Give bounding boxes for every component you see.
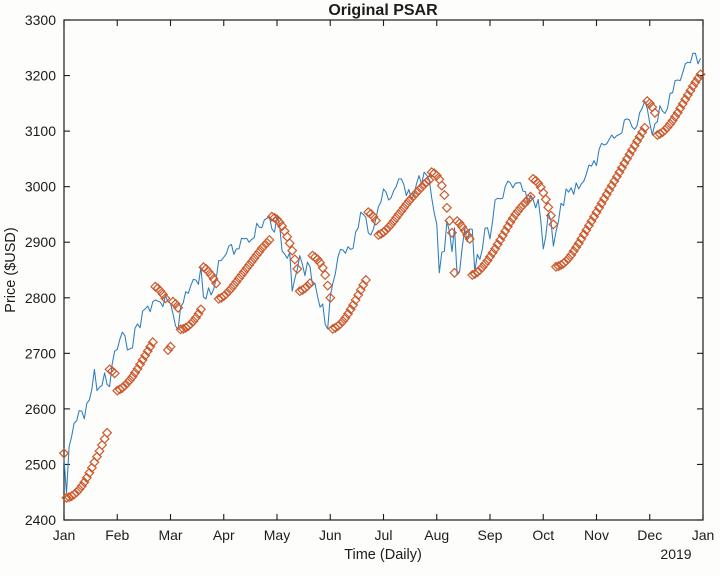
series-layer [58, 52, 706, 503]
axes-layer: Jan Feb Mar Apr May Jun Jul Aug Sep Oct Nov Dec Jan2… [25, 12, 714, 543]
y-tick-label: 2700 [25, 345, 56, 361]
x-tick-label: Jul [375, 527, 393, 543]
chart-title: Original PSAR [328, 2, 438, 19]
y-tick-label: 2500 [25, 456, 56, 472]
y-tick-label: 2600 [25, 401, 56, 417]
x-tick-label: Jun [319, 527, 342, 543]
y-axis-label: Price ($USD) [3, 227, 19, 312]
y-tick-label: 3100 [25, 123, 56, 139]
price-line [63, 52, 701, 494]
x-tick-label: Jan [53, 527, 76, 543]
x-tick-label: Nov [584, 527, 609, 543]
y-tick-label: 2900 [25, 234, 56, 250]
y-tick-label: 3300 [25, 12, 56, 28]
x-tick-label: Mar [158, 527, 182, 543]
psar-markers [58, 69, 706, 503]
x-tick-label: Aug [424, 527, 449, 543]
y-tick-label: 2400 [25, 512, 56, 528]
y-tick-label: 3000 [25, 179, 56, 195]
x-tick-label: Jan [692, 527, 715, 543]
x-tick-label: Apr [213, 527, 235, 543]
x-tick-label: Dec [637, 527, 662, 543]
x-axis-year-label: 2019 [660, 546, 691, 562]
x-tick-label: Feb [105, 527, 129, 543]
x-tick-label: Sep [478, 527, 503, 543]
plot-box [63, 19, 704, 521]
y-tick-label: 3200 [25, 68, 56, 84]
x-axis-label: Time (Daily) [344, 547, 422, 563]
y-tick-label: 2800 [25, 290, 56, 306]
x-tick-label: Oct [532, 527, 554, 543]
x-tick-label: May [264, 527, 290, 543]
